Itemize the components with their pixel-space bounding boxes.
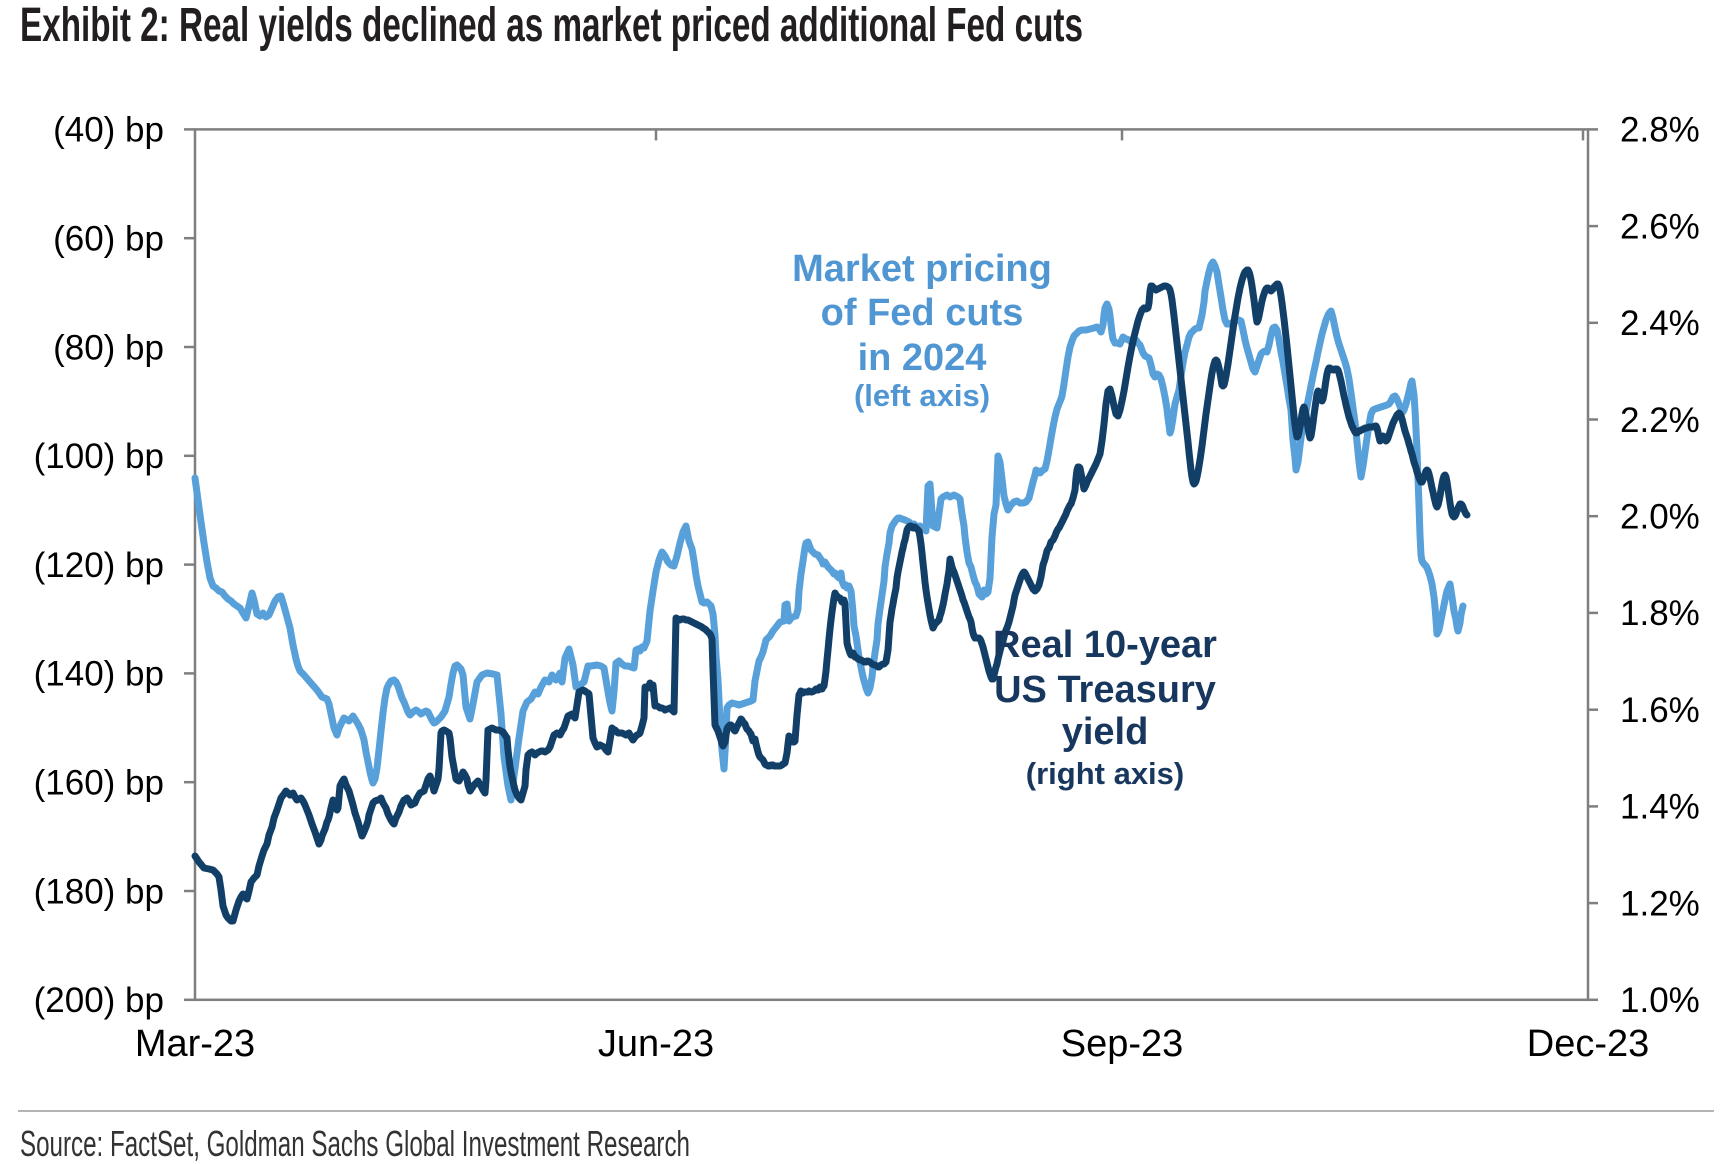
svg-text:(40) bp: (40) bp (53, 111, 164, 150)
svg-text:1.6%: 1.6% (1620, 691, 1700, 730)
svg-text:2.2%: 2.2% (1620, 401, 1700, 440)
svg-text:Sep-23: Sep-23 (1061, 1023, 1184, 1065)
svg-text:US Treasury: US Treasury (994, 669, 1216, 711)
svg-text:Real 10-year: Real 10-year (993, 624, 1217, 666)
svg-text:(100) bp: (100) bp (34, 437, 164, 476)
svg-text:(left axis): (left axis) (854, 378, 990, 413)
svg-text:(180) bp: (180) bp (34, 872, 164, 911)
svg-text:in 2024: in 2024 (858, 337, 987, 379)
svg-text:Exhibit 2: Real yields decline: Exhibit 2: Real yields declined as marke… (20, 0, 1083, 52)
svg-text:(60) bp: (60) bp (53, 220, 164, 259)
svg-text:(140) bp: (140) bp (34, 655, 164, 694)
svg-text:2.6%: 2.6% (1620, 207, 1700, 246)
svg-text:(80) bp: (80) bp (53, 328, 164, 367)
svg-text:1.0%: 1.0% (1620, 981, 1700, 1020)
svg-text:(120) bp: (120) bp (34, 546, 164, 585)
svg-text:Market pricing: Market pricing (792, 248, 1052, 290)
svg-text:Dec-23: Dec-23 (1527, 1023, 1650, 1065)
svg-text:2.4%: 2.4% (1620, 304, 1700, 343)
svg-text:1.2%: 1.2% (1620, 884, 1700, 923)
svg-text:of Fed cuts: of Fed cuts (821, 292, 1024, 334)
svg-text:(160) bp: (160) bp (34, 764, 164, 803)
svg-text:Jun-23: Jun-23 (598, 1023, 714, 1065)
svg-text:yield: yield (1062, 711, 1149, 753)
svg-text:Source: FactSet, Goldman Sachs: Source: FactSet, Goldman Sachs Global In… (20, 1123, 690, 1164)
svg-text:1.4%: 1.4% (1620, 788, 1700, 827)
svg-text:Mar-23: Mar-23 (135, 1023, 255, 1065)
svg-text:2.8%: 2.8% (1620, 111, 1700, 150)
svg-text:(200) bp: (200) bp (34, 981, 164, 1020)
svg-text:2.0%: 2.0% (1620, 498, 1700, 537)
svg-text:(right axis): (right axis) (1026, 756, 1184, 791)
svg-text:1.8%: 1.8% (1620, 594, 1700, 633)
